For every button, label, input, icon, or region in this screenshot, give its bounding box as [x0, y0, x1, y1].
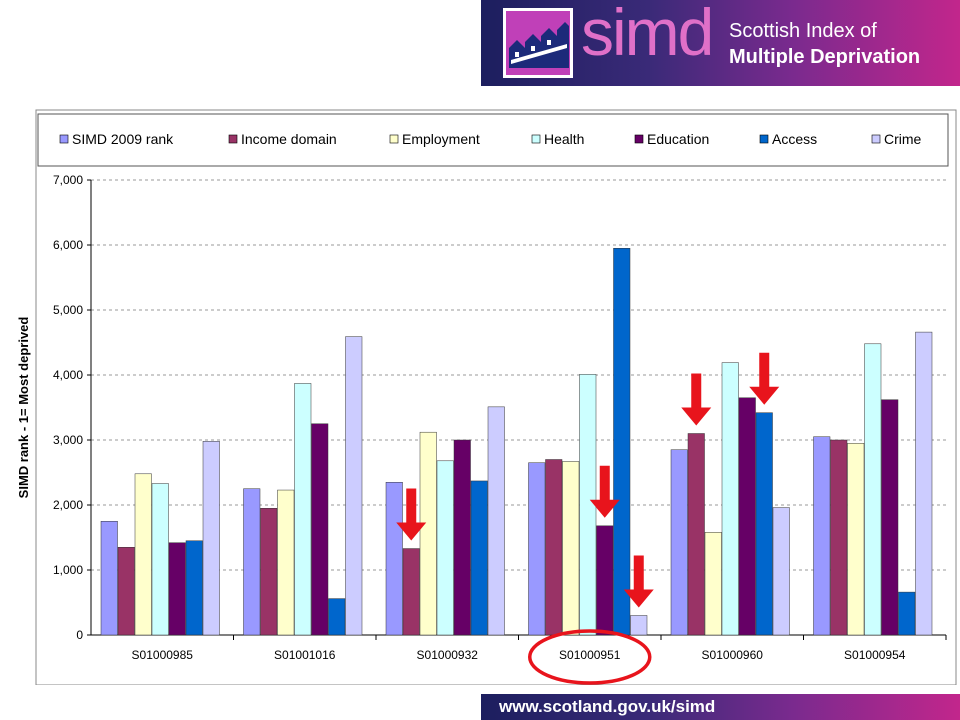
bar [311, 423, 329, 636]
bar [915, 331, 933, 636]
legend-swatch [389, 134, 399, 144]
legend-swatch [531, 134, 541, 144]
bar [596, 525, 614, 636]
bar [881, 399, 899, 636]
bar [134, 473, 152, 636]
footer-url-link[interactable]: www.scotland.gov.uk/simd [499, 697, 716, 716]
bar [453, 439, 471, 636]
logo-subtitle-line2: Multiple Deprivation [729, 46, 921, 68]
bar [294, 383, 312, 636]
highlight-circle [528, 629, 652, 685]
legend-swatch [759, 134, 769, 144]
y-tick-label: 1,000 [53, 563, 83, 577]
bar [613, 248, 631, 636]
legend-label: Education [647, 131, 709, 147]
bar [202, 441, 220, 636]
legend-label: Access [772, 131, 817, 147]
y-tick-label: 7,000 [53, 173, 83, 187]
bar [813, 436, 831, 636]
bar [898, 591, 916, 636]
y-axis-label: SIMD rank - 1= Most deprived [16, 317, 31, 499]
down-arrow-icon [623, 555, 654, 608]
legend-swatch [228, 134, 238, 144]
bar [419, 431, 437, 636]
bar [670, 449, 688, 636]
x-tick-label: S01000951 [559, 648, 621, 662]
bar-chart: SIMD 2009 rank Income domain Employment Hea… [16, 109, 957, 685]
y-tick-label: 2,000 [53, 498, 83, 512]
x-tick-label: S01001016 [274, 648, 336, 662]
bar [436, 460, 454, 636]
bar [772, 507, 790, 636]
legend-label: Health [544, 131, 584, 147]
y-tick-label: 5,000 [53, 303, 83, 317]
y-tick-label: 3,000 [53, 433, 83, 447]
legend-swatch [59, 134, 69, 144]
header-banner: simd Scottish Index of Multiple Deprivat… [481, 0, 960, 86]
down-arrow-icon [396, 488, 427, 541]
down-arrow-icon [681, 373, 712, 426]
legend-label: SIMD 2009 rank [72, 131, 174, 147]
legend-box [37, 113, 949, 167]
bar [487, 406, 505, 636]
bar [579, 374, 597, 636]
bar [687, 433, 705, 636]
bar [168, 542, 186, 636]
bar [345, 336, 363, 636]
bar [402, 548, 420, 636]
y-tick-label: 6,000 [53, 238, 83, 252]
bar [562, 461, 580, 636]
bar [260, 508, 278, 636]
legend-label: Crime [884, 131, 922, 147]
x-tick-label: S01000960 [702, 648, 764, 662]
footer-banner: www.scotland.gov.uk/simd [481, 694, 960, 720]
logo-subtitle-line1: Scottish Index of [729, 20, 877, 42]
y-tick-label: 4,000 [53, 368, 83, 382]
x-tick-label: S01000932 [417, 648, 479, 662]
bar [847, 443, 865, 636]
down-arrow-icon [589, 465, 620, 518]
down-arrow-icon [749, 352, 780, 405]
bar [385, 482, 403, 636]
bar [117, 547, 135, 636]
bar [528, 462, 546, 636]
bar [328, 598, 346, 636]
bar [721, 362, 739, 636]
bar [185, 540, 203, 636]
x-tick-label: S01000985 [132, 648, 194, 662]
bar [545, 459, 563, 636]
logo-word: simd [581, 0, 714, 69]
bar [243, 488, 261, 636]
bar [151, 483, 169, 636]
bar [100, 521, 118, 636]
legend-swatch [634, 134, 644, 144]
bar [738, 397, 756, 636]
houses-logo-icon [503, 8, 573, 78]
y-tick-label: 0 [76, 628, 83, 642]
simd-logo [503, 8, 573, 83]
legend-label: Employment [402, 131, 480, 147]
x-tick-label: S01000954 [844, 648, 906, 662]
bar [704, 532, 722, 636]
bar [864, 343, 882, 636]
legend-label: Income domain [241, 131, 337, 147]
bar [755, 412, 773, 636]
bar [470, 480, 488, 636]
bar [830, 439, 848, 636]
bar [277, 489, 295, 636]
bar [630, 615, 648, 636]
legend-swatch [871, 134, 881, 144]
